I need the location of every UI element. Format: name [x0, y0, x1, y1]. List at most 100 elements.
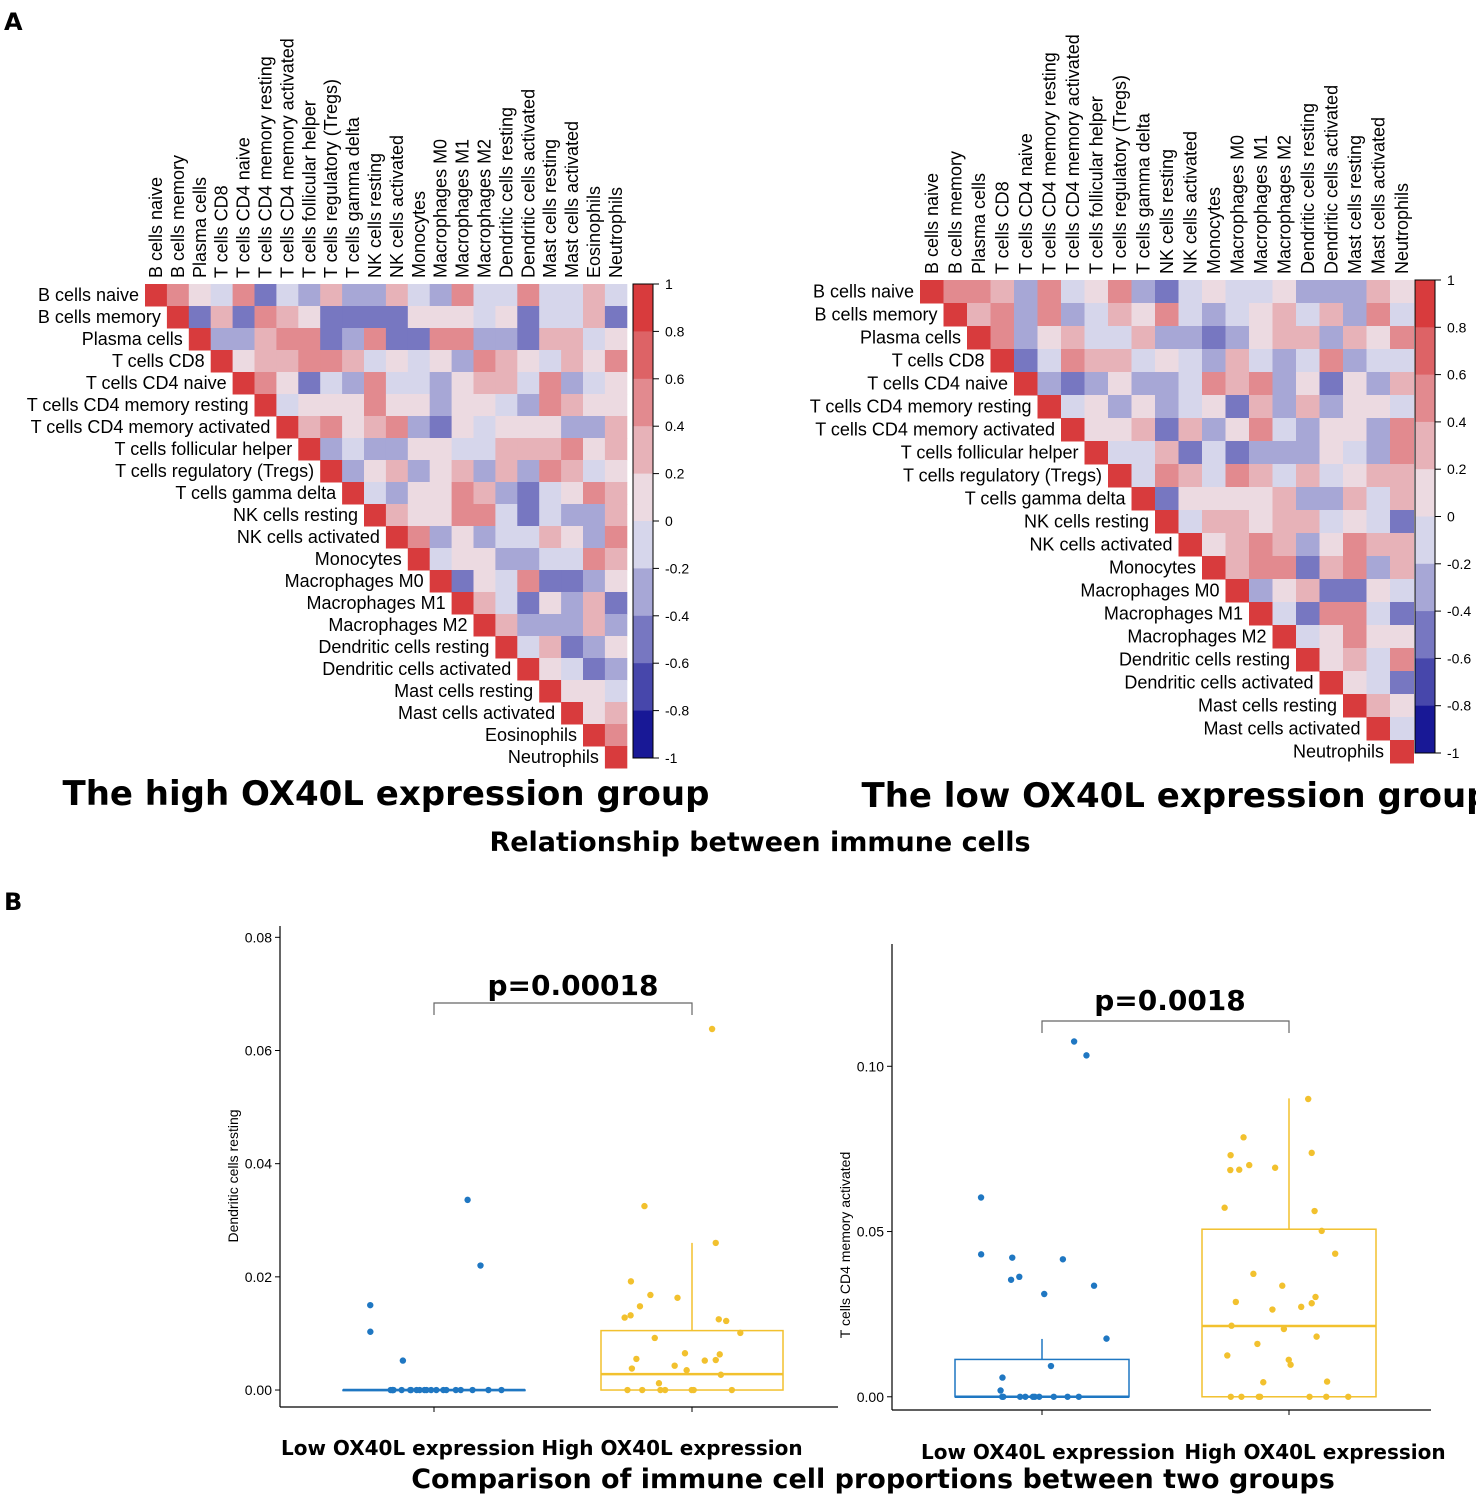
- heat-cell: [1390, 625, 1414, 649]
- heat-cell: [254, 328, 277, 351]
- heat-cell: [604, 570, 628, 593]
- heat-cell: [1178, 349, 1203, 373]
- heat-cell: [1390, 303, 1414, 327]
- heat-cell: [385, 284, 409, 307]
- heat-cell: [583, 372, 606, 395]
- heat-cell: [407, 394, 431, 417]
- heat-cell: [539, 372, 562, 395]
- heat-cell: [1343, 556, 1367, 580]
- heat-cell: [1296, 648, 1320, 672]
- heat-cell: [385, 328, 409, 351]
- data-point: [628, 1365, 636, 1372]
- colorbar-segment: [633, 473, 653, 522]
- heat-cell: [473, 592, 496, 615]
- heat-cell: [495, 284, 518, 307]
- heat-row-label: NK cells activated: [1029, 535, 1172, 555]
- data-point: [416, 1386, 423, 1394]
- heat-cell: [1249, 280, 1273, 304]
- heat-cell: [1037, 303, 1062, 327]
- heat-row-label: T cells CD4 naive: [86, 373, 227, 393]
- data-point: [999, 1374, 1006, 1381]
- heat-cell: [1366, 625, 1391, 649]
- heat-cell: [1131, 280, 1156, 304]
- data-point: [1009, 1254, 1016, 1261]
- heat-cell: [1084, 326, 1109, 350]
- heat-row-label: Mast cells activated: [398, 703, 555, 723]
- heat-cell: [583, 526, 606, 549]
- heat-cell: [517, 328, 540, 351]
- data-point: [469, 1386, 476, 1394]
- data-point: [627, 1312, 634, 1319]
- heat-cell: [429, 504, 453, 527]
- heat-cell: [298, 372, 321, 395]
- heat-cell: [429, 548, 453, 571]
- data-point: [1298, 1303, 1305, 1311]
- heat-row-label: NK cells resting: [233, 505, 358, 525]
- heat-row-label: Monocytes: [1109, 558, 1196, 578]
- heat-col-label: T cells gamma delta: [343, 116, 363, 278]
- heat-cell: [539, 394, 562, 417]
- heat-cell: [1084, 441, 1109, 465]
- heat-cell: [407, 350, 431, 373]
- data-point: [398, 1386, 405, 1394]
- heat-cell: [1225, 349, 1250, 373]
- heat-row-label: Mast cells resting: [1198, 696, 1337, 716]
- heat-row-label: Dendritic cells activated: [1124, 673, 1313, 693]
- heat-cell: [364, 328, 387, 351]
- colorbar-tick-label: 1: [1447, 272, 1455, 288]
- data-point: [1064, 1393, 1071, 1400]
- colorbar-tick-label: 0.2: [665, 466, 685, 482]
- heat-cell: [604, 746, 628, 769]
- heat-row-label: Dendritic cells resting: [1119, 650, 1290, 670]
- heat-cell: [539, 614, 562, 637]
- heat-cell: [604, 614, 628, 637]
- heat-cell: [1131, 303, 1156, 327]
- heat-cell: [1202, 464, 1226, 488]
- data-point: [477, 1262, 484, 1269]
- heat-cell: [364, 482, 387, 505]
- heat-cell: [517, 438, 540, 461]
- colorbar-segment: [1415, 563, 1435, 612]
- data-point: [728, 1386, 736, 1394]
- heat-col-label: T cells follicular helper: [1086, 96, 1106, 274]
- heat-cell: [1319, 625, 1344, 649]
- data-point: [1323, 1378, 1331, 1385]
- ylabel-2: T cells CD4 memory activated: [837, 1152, 853, 1338]
- data-point: [452, 1386, 460, 1394]
- heat-cell: [1178, 464, 1203, 488]
- colorbar-tick-label: 0: [1447, 509, 1455, 525]
- data-point: [717, 1371, 725, 1378]
- heat-cell: [232, 284, 255, 307]
- heat-cell: [473, 372, 496, 395]
- heat-cell: [517, 372, 540, 395]
- heat-cell: [1178, 487, 1203, 511]
- heat-cell: [539, 570, 562, 593]
- heat-cell: [604, 548, 628, 571]
- heat-cell: [604, 284, 628, 307]
- data-point: [997, 1387, 1004, 1394]
- heat-cell: [1319, 280, 1344, 304]
- data-point: [1016, 1393, 1024, 1400]
- colorbar-segment: [1415, 469, 1435, 517]
- heat-cell: [583, 460, 606, 483]
- y-tick-label: 0.02: [245, 1269, 272, 1285]
- heat-cell: [561, 548, 584, 571]
- data-point: [1016, 1273, 1023, 1281]
- data-point: [367, 1328, 374, 1335]
- heat-col-label: Dendritic cells activated: [518, 89, 538, 278]
- heat-cell: [517, 504, 540, 527]
- heat-cell: [1155, 326, 1179, 350]
- heat-cell: [451, 328, 474, 351]
- heat-col-label: Dendritic cells resting: [1298, 103, 1318, 274]
- heat-row-label: NK cells activated: [237, 527, 380, 547]
- heat-cell: [604, 460, 628, 483]
- heat-row-label: B cells memory: [38, 307, 161, 327]
- heat-cell: [429, 306, 453, 329]
- data-point: [621, 1314, 628, 1321]
- heat-cell: [1343, 602, 1367, 626]
- heat-cell: [1155, 441, 1179, 465]
- heat-col-label: Monocytes: [1204, 187, 1224, 274]
- heat-cell: [407, 372, 431, 395]
- heat-cell: [583, 658, 606, 681]
- colorbar-tick-label: -0.4: [1447, 603, 1471, 619]
